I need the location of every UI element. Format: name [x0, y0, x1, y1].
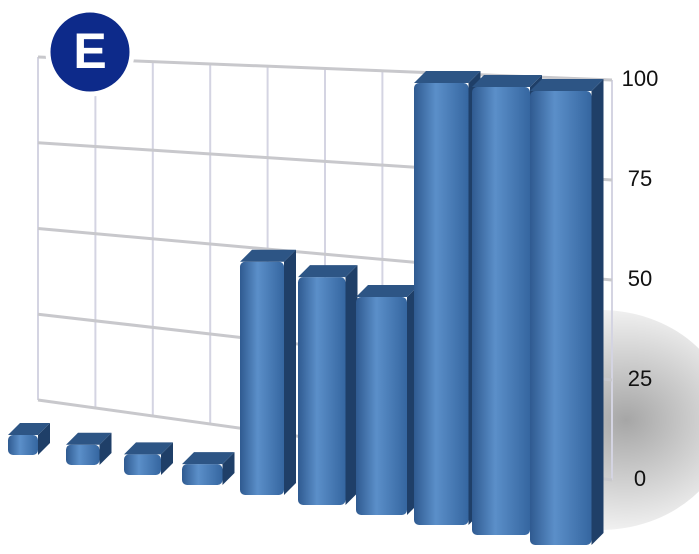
- y-tick-label: 50: [628, 266, 652, 291]
- bar-front: [182, 464, 223, 485]
- bar-top: [472, 75, 542, 87]
- y-tick-label: 100: [622, 66, 659, 91]
- bar-side: [99, 432, 112, 465]
- bar-side: [591, 79, 604, 545]
- bar-front: [356, 297, 407, 515]
- bar-top: [530, 79, 604, 91]
- bar: [8, 423, 50, 455]
- bar-front: [124, 454, 161, 475]
- bar-front: [66, 444, 100, 465]
- y-tick-label: 0: [634, 466, 646, 491]
- bar: [124, 442, 173, 475]
- bar-front: [472, 87, 530, 535]
- bar-top: [182, 452, 235, 465]
- bar-front: [298, 277, 346, 505]
- bar: [530, 79, 604, 545]
- bar-side: [38, 423, 50, 455]
- bar-front: [414, 83, 469, 525]
- badge: E: [45, 7, 135, 97]
- bar: [66, 432, 112, 465]
- bar-side: [345, 265, 358, 505]
- bar-top: [414, 71, 481, 83]
- bar: [240, 249, 296, 495]
- y-tick-label: 25: [628, 366, 652, 391]
- bar-side: [284, 249, 296, 495]
- bar-top: [298, 265, 358, 278]
- bar-side: [222, 452, 235, 485]
- bar-front: [8, 435, 38, 455]
- bar: [298, 265, 358, 505]
- bar: [182, 452, 235, 485]
- bar-side: [161, 442, 173, 475]
- bar-front: [530, 91, 592, 545]
- badge-letter: E: [73, 23, 106, 79]
- bar-top: [356, 285, 419, 297]
- bar-top: [8, 423, 50, 435]
- y-tick-label: 75: [628, 166, 652, 191]
- bar: [414, 71, 481, 525]
- bar-top: [66, 432, 112, 445]
- bar: [356, 285, 419, 515]
- bar-top: [240, 249, 296, 262]
- bar-top: [124, 442, 173, 455]
- bars: [8, 71, 604, 545]
- bar-front: [240, 261, 284, 495]
- badge-circle: [45, 7, 135, 97]
